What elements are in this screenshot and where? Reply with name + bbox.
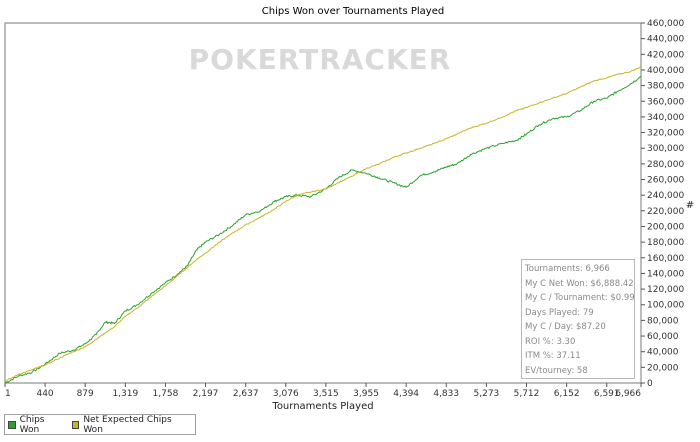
x-axis-title: Tournaments Played xyxy=(271,401,373,412)
stat-per-day: My C / Day: $87.20 xyxy=(525,322,606,332)
y-tick-label: 280,000 xyxy=(647,160,684,170)
y-axis: 0 20,000 40,000 60,000 80,000 100,000 120,000 1… xyxy=(641,19,684,389)
stat-per-tournament: My C / Tournament: $0.99 xyxy=(525,293,635,303)
y-tick-label: 360,000 xyxy=(647,97,684,107)
chart-title: Chips Won over Tournaments Played xyxy=(262,6,444,17)
legend-item-chips-won[interactable]: Chips Won xyxy=(8,415,64,435)
x-tick-label: 879 xyxy=(77,389,94,399)
x-tick-label: 5,712 xyxy=(514,389,540,399)
x-tick-label: 5,273 xyxy=(474,389,500,399)
stat-itm: ITM %: 37.11 xyxy=(525,351,581,361)
x-tick-label: 3,076 xyxy=(273,389,299,399)
y-tick-label: 440,000 xyxy=(647,35,684,45)
y-tick-label: 340,000 xyxy=(647,113,684,123)
stat-tournaments: Tournaments: 6,966 xyxy=(525,264,610,274)
y-tick-label: 240,000 xyxy=(647,191,684,201)
x-tick-label: 1,758 xyxy=(153,389,179,399)
series-layer xyxy=(4,66,642,384)
legend-swatch-chips-won xyxy=(8,420,16,429)
y-tick-label: 20,000 xyxy=(647,363,679,373)
x-tick-label: 6,966 xyxy=(615,389,641,399)
y-tick-label: 140,000 xyxy=(647,269,684,279)
y-tick-label: 160,000 xyxy=(647,254,684,264)
stat-net-won: My C Net Won: $6,888.42 xyxy=(525,278,634,289)
series-line-net-expected xyxy=(4,66,642,382)
x-tick-label: 6,152 xyxy=(554,389,580,399)
y-tick-label: 100,000 xyxy=(647,301,684,311)
y-tick-label: 200,000 xyxy=(647,222,684,232)
y-tick-label: 460,000 xyxy=(647,19,684,29)
legend-swatch-net-expected xyxy=(71,420,80,429)
y-tick-label: 260,000 xyxy=(647,176,684,186)
x-tick-label: 3,955 xyxy=(353,389,379,399)
chart-legend: Chips Won Net Expected Chips Won xyxy=(4,414,196,435)
x-tick-label: 440 xyxy=(36,389,53,399)
x-axis: 1 440 879 1,319 1,758 2,197 2,637 3,076 3,515 3,9… xyxy=(4,383,642,399)
plot-area xyxy=(4,22,642,384)
watermark-logo: POKERTRACKER xyxy=(189,43,452,76)
y-tick-label: 120,000 xyxy=(647,285,684,295)
stats-panel: Tournaments: 6,966 My C Net Won: $6,888.… xyxy=(521,259,635,379)
y-tick-label: 380,000 xyxy=(647,82,684,92)
stat-days-played: Days Played: 79 xyxy=(525,307,594,318)
y-tick-label: 180,000 xyxy=(647,238,684,248)
stat-roi: ROI %: 3.30 xyxy=(525,336,576,347)
x-tick-label: 4,394 xyxy=(393,389,419,399)
y-tick-label: 400,000 xyxy=(647,66,684,76)
series-line-chips-won xyxy=(4,75,642,384)
legend-label-net-expected: Net Expected Chips Won xyxy=(83,414,172,435)
y-tick-label: 0 xyxy=(647,379,653,389)
legend-item-net-expected[interactable]: Net Expected Chips Won xyxy=(71,414,187,435)
y-tick-label: 60,000 xyxy=(647,332,679,342)
x-tick-label: 2,637 xyxy=(233,389,259,399)
y-tick-label: 40,000 xyxy=(647,348,679,358)
stat-ev: EV/tourney: 58 xyxy=(525,365,588,376)
y-axis-title: # xyxy=(686,200,694,211)
x-tick-label: 4,833 xyxy=(433,389,459,399)
legend-label-chips-won: Chips Won xyxy=(19,414,45,435)
y-tick-label: 220,000 xyxy=(647,207,684,217)
x-tick-label: 1,319 xyxy=(112,389,138,399)
y-tick-label: 320,000 xyxy=(647,129,684,139)
x-tick-label: 6,591 xyxy=(594,389,620,399)
y-tick-label: 80,000 xyxy=(647,316,679,326)
x-tick-label: 3,515 xyxy=(313,389,339,399)
y-tick-label: 300,000 xyxy=(647,144,684,154)
x-tick-label: 1 xyxy=(5,389,11,399)
x-tick-label: 2,197 xyxy=(193,389,219,399)
y-tick-label: 420,000 xyxy=(647,50,684,60)
